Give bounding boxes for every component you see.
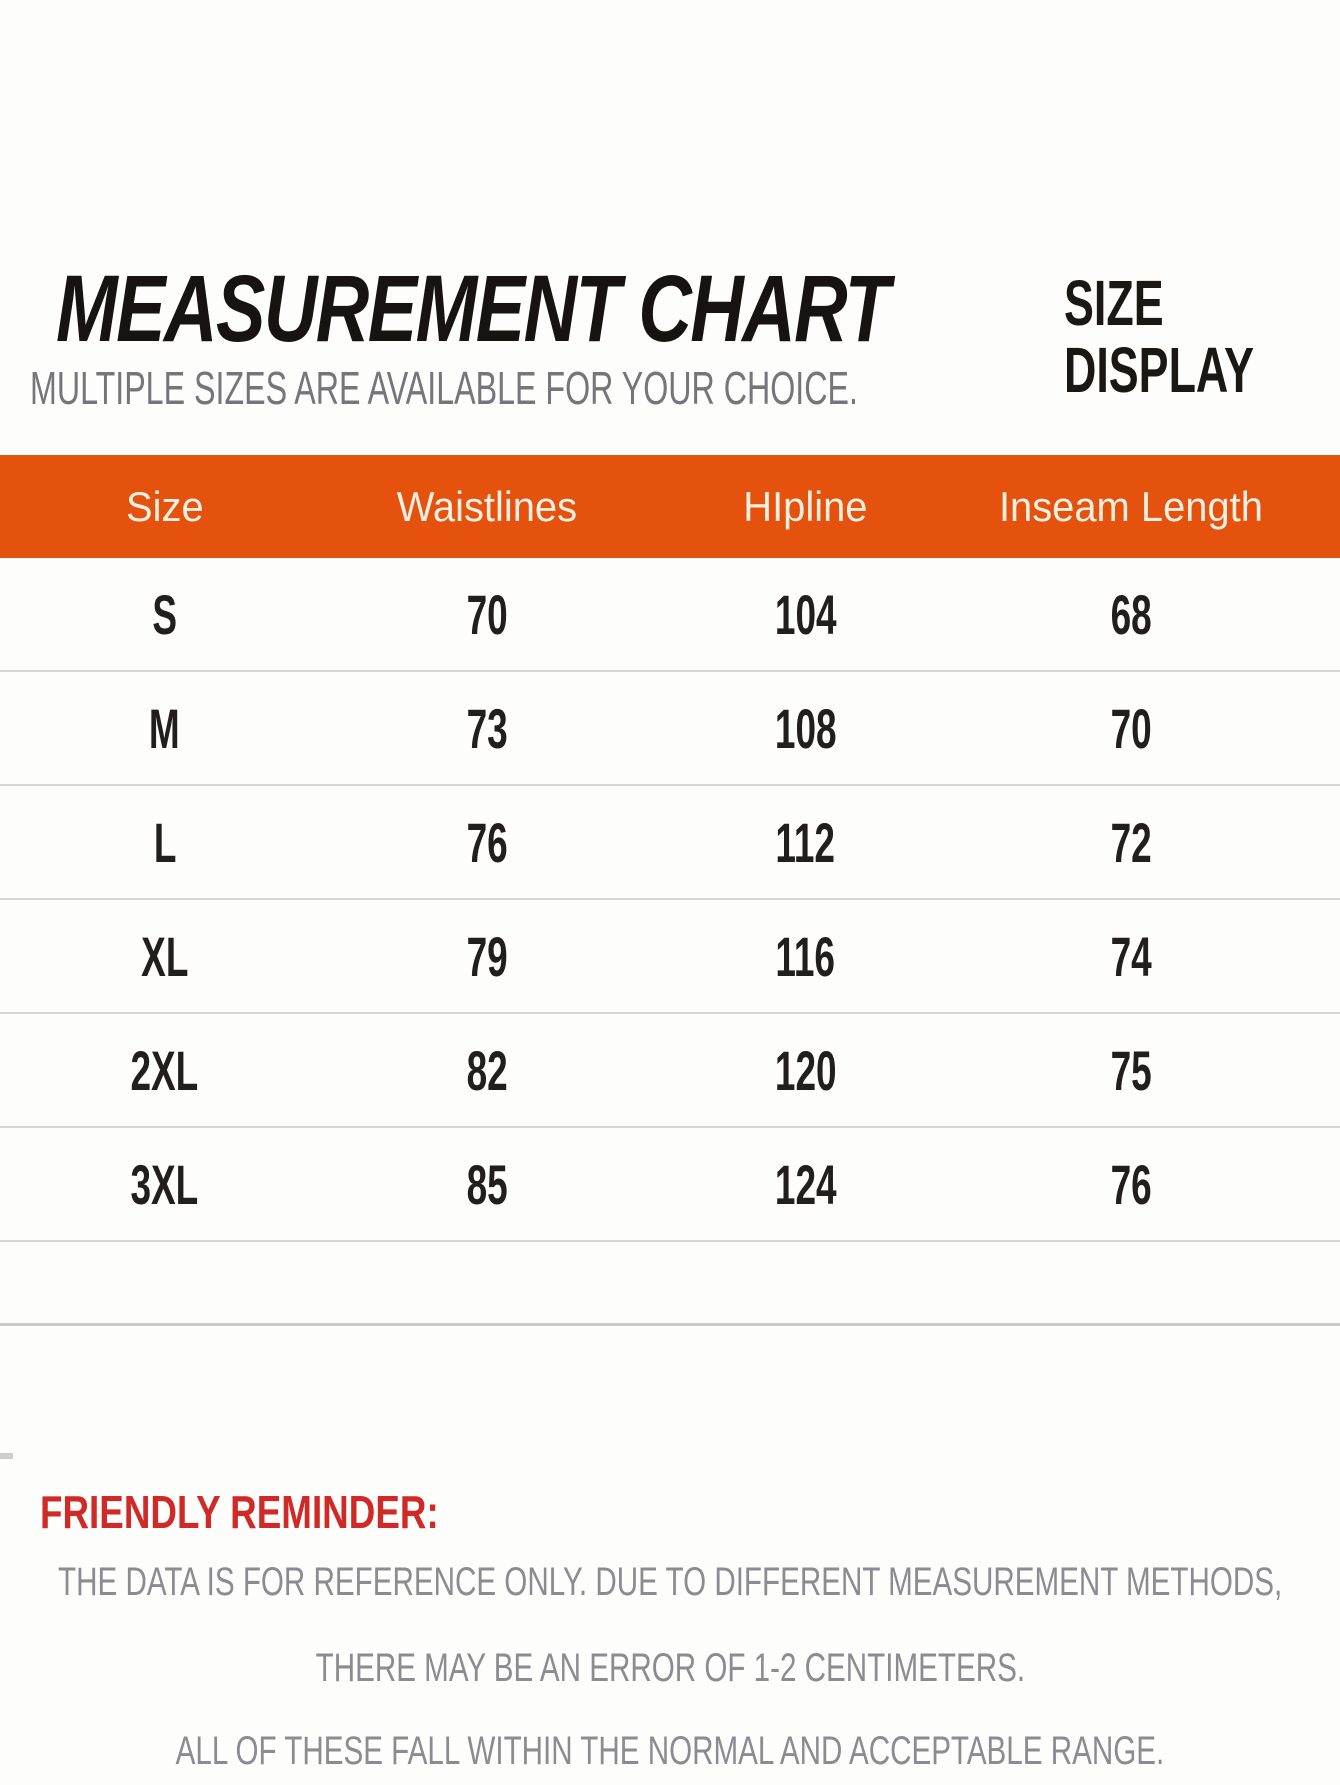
cell-hipline: 116 <box>775 924 836 988</box>
cell-size: XL <box>141 924 189 988</box>
cell-hipline: 124 <box>774 1152 837 1216</box>
page-subtitle: MULTIPLE SIZES ARE AVAILABLE FOR YOUR CH… <box>30 362 858 414</box>
table-bottom-spacer <box>0 1242 1340 1326</box>
cell-size: 2XL <box>130 1038 199 1102</box>
cell-waistline: 82 <box>466 1038 508 1102</box>
cell-hipline: 112 <box>775 810 836 874</box>
cell-size: L <box>153 810 177 874</box>
reminder-line-2: THERE MAY BE AN ERROR OF 1-2 CENTIMETERS… <box>315 1646 1025 1690</box>
cell-waistline: 85 <box>466 1152 508 1216</box>
table-row-3xl: 3XL 85 124 76 <box>0 1128 1340 1242</box>
friendly-reminder-heading: FRIENDLY REMINDER: <box>40 1486 439 1538</box>
cell-waistline: 79 <box>466 924 508 988</box>
cell-hipline: 120 <box>774 1038 837 1102</box>
cell-size: M <box>149 696 181 760</box>
size-display-label: SIZE DISPLAY <box>1064 267 1255 407</box>
size-display-line1: SIZE <box>1064 267 1164 339</box>
table-row-l: L 76 112 72 <box>0 786 1340 900</box>
cell-inseam: 72 <box>1110 810 1152 874</box>
cell-inseam: 76 <box>1110 1152 1152 1216</box>
cell-inseam: 75 <box>1110 1038 1152 1102</box>
cell-waistline: 70 <box>466 582 508 646</box>
table-row-2xl: 2XL 82 120 75 <box>0 1014 1340 1128</box>
cell-size: 3XL <box>130 1152 199 1216</box>
column-header-inseam-length: Inseam Length <box>998 482 1263 530</box>
table-row-xl: XL 79 116 74 <box>0 900 1340 1014</box>
column-header-size: Size <box>125 482 204 530</box>
cell-inseam: 68 <box>1110 582 1152 646</box>
page-title: MEASUREMENT CHART <box>56 256 890 362</box>
cell-hipline: 108 <box>774 696 837 760</box>
cell-inseam: 70 <box>1110 696 1152 760</box>
cell-waistline: 76 <box>466 810 508 874</box>
scan-artifact-mark <box>0 1453 13 1459</box>
table-header-row: Size Waistlines HIpline Inseam Length <box>0 455 1340 558</box>
cell-hipline: 104 <box>774 582 837 646</box>
table-row-s: S 70 104 68 <box>0 558 1340 672</box>
cell-inseam: 74 <box>1110 924 1152 988</box>
cell-size: S <box>152 582 178 646</box>
measurement-table-body: S 70 104 68 M 73 108 70 L 76 112 72 XL 7… <box>0 558 1340 1326</box>
size-display-line2: DISPLAY <box>1064 334 1255 407</box>
reminder-line-1: THE DATA IS FOR REFERENCE ONLY. DUE TO D… <box>57 1560 1283 1604</box>
table-row-m: M 73 108 70 <box>0 672 1340 786</box>
column-header-waistlines: Waistlines <box>396 482 578 530</box>
cell-waistline: 73 <box>466 696 508 760</box>
column-header-hipline: HIpline <box>743 482 868 530</box>
reminder-line-3: ALL OF THESE FALL WITHIN THE NORMAL AND … <box>175 1729 1165 1773</box>
